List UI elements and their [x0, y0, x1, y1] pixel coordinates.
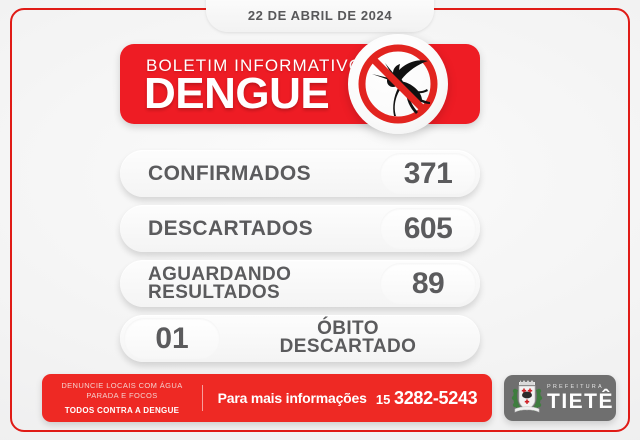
stat-value-pill: 89 [380, 263, 476, 304]
contact-phone: 15 3282-5243 [375, 387, 478, 409]
stat-value-pill: 01 [124, 318, 220, 359]
phone-number: 3282-5243 [394, 387, 478, 408]
campaign-line2: PARADA E FOCOS [86, 391, 158, 400]
stat-value: 89 [411, 266, 445, 300]
logo-prefix: PREFEITURA [547, 384, 604, 390]
stat-value: 01 [155, 321, 189, 355]
phone-area-code: 15 [375, 391, 391, 407]
no-mosquito-icon [348, 34, 448, 134]
stat-label: AGUARDANDO RESULTADOS [148, 263, 292, 303]
logo-text: PREFEITURA TIETÊ [547, 384, 614, 412]
city-hall-logo: PREFEITURA TIETÊ [504, 375, 616, 421]
date-label: 22 DE ABRIL DE 2024 [247, 8, 393, 23]
stat-value: 371 [403, 156, 453, 190]
logo-city: TIETÊ [547, 390, 615, 413]
stat-value: 605 [403, 211, 453, 245]
contact-info: Para mais informações 15 3282-5243 [203, 388, 492, 409]
banner-kicker: BOLETIM INFORMATIVO [146, 56, 364, 75]
contact-label: Para mais informações [217, 390, 367, 406]
date-badge: 22 DE ABRIL DE 2024 [206, 0, 434, 32]
campaign-message: DENUNCIE LOCAIS COM ÁGUA PARADA E FOCOS … [42, 381, 202, 415]
stat-row-obito-descartado: 01 ÓBITO DESCARTADO [120, 315, 480, 362]
campaign-line1: DENUNCIE LOCAIS COM ÁGUA [61, 381, 183, 390]
stat-label-line1: ÓBITO [317, 318, 379, 339]
campaign-slogan: TODOS CONTRA A DENGUE [64, 406, 180, 415]
page-title: DENGUE [144, 69, 330, 118]
stat-value-pill: 371 [380, 153, 476, 194]
stat-label-line2: DESCARTADO [279, 336, 417, 357]
stat-label: CONFIRMADOS [148, 162, 312, 185]
stat-label: DESCARTADOS [148, 217, 314, 240]
stat-label-line2: RESULTADOS [148, 281, 281, 303]
footer-bar: DENUNCIE LOCAIS COM ÁGUA PARADA E FOCOS … [42, 374, 492, 422]
stat-row-descartados: DESCARTADOS 605 [120, 205, 480, 252]
stat-row-aguardando-resultados: AGUARDANDO RESULTADOS 89 [120, 260, 480, 307]
stat-label-line1: AGUARDANDO [148, 263, 292, 285]
footer-divider [202, 385, 203, 411]
stat-label: ÓBITO DESCARTADO [230, 318, 466, 357]
statistics-list: CONFIRMADOS 371 DESCARTADOS 605 AGUARDAN… [120, 150, 480, 370]
stat-row-confirmados: CONFIRMADOS 371 [120, 150, 480, 197]
stat-value-pill: 605 [380, 208, 476, 249]
coat-of-arms-icon [511, 380, 543, 413]
